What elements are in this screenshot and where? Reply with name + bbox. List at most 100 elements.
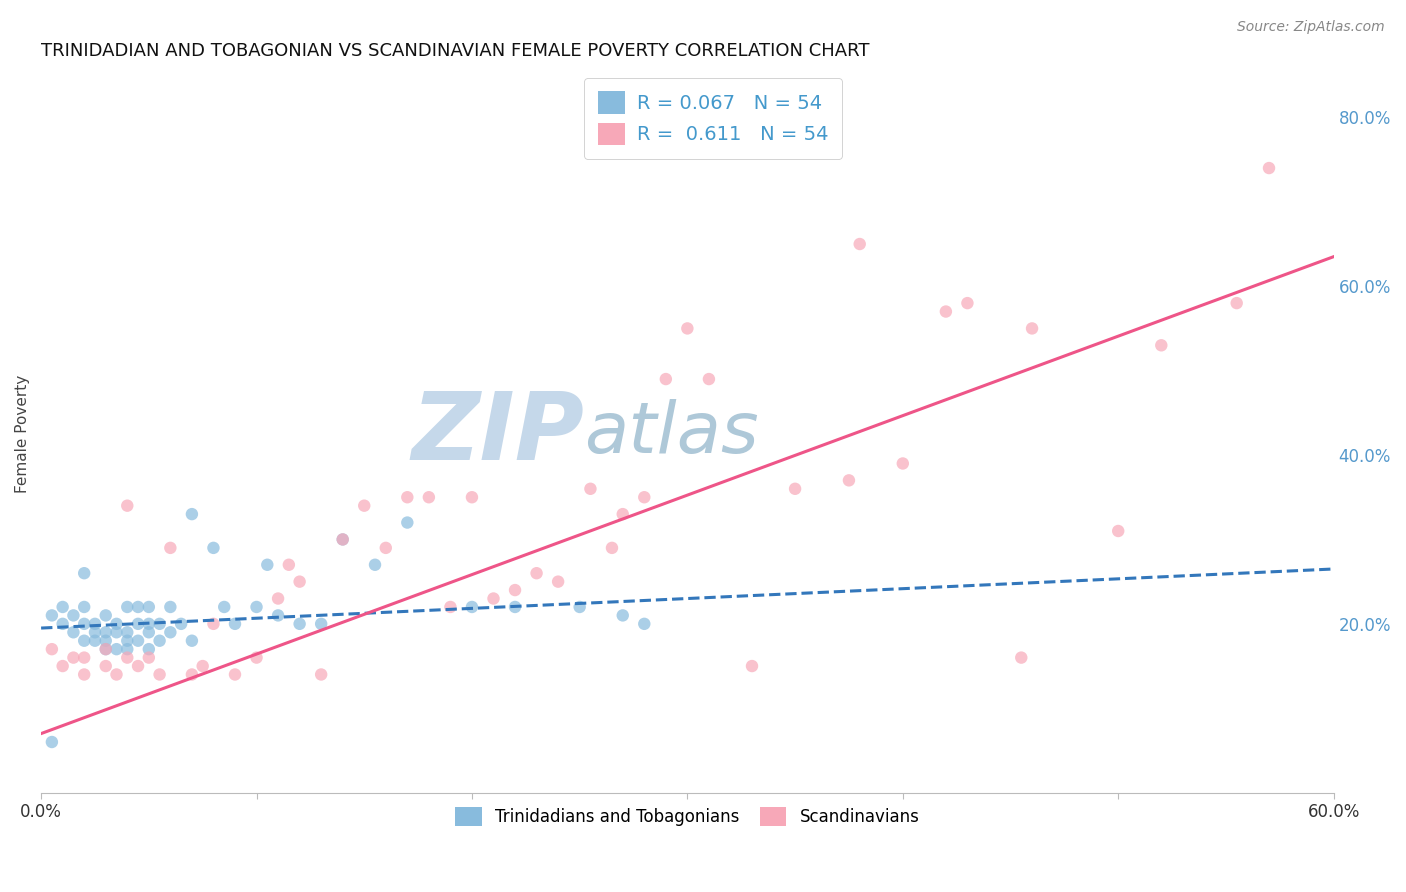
Point <box>94 625 117 640</box>
Point <box>180 667 202 681</box>
Point <box>741 659 763 673</box>
Point <box>461 599 484 614</box>
Point <box>159 541 181 555</box>
Text: TRINIDADIAN AND TOBAGONIAN VS SCANDINAVIAN FEMALE POVERTY CORRELATION CHART: TRINIDADIAN AND TOBAGONIAN VS SCANDINAVI… <box>41 42 870 60</box>
Point <box>579 482 602 496</box>
Point <box>73 599 96 614</box>
Point <box>105 625 128 640</box>
Point <box>73 566 96 581</box>
Point <box>482 591 505 606</box>
Point <box>127 616 149 631</box>
Point <box>224 616 246 631</box>
Point <box>461 490 484 504</box>
Point <box>62 650 84 665</box>
Point <box>84 616 107 631</box>
Point <box>138 642 160 657</box>
Point <box>159 625 181 640</box>
Point <box>848 237 870 252</box>
Point <box>94 642 117 657</box>
Point <box>676 321 699 335</box>
Point <box>105 642 128 657</box>
Point <box>783 482 806 496</box>
Text: atlas: atlas <box>583 400 759 468</box>
Point <box>117 499 139 513</box>
Point <box>94 608 117 623</box>
Point <box>503 583 526 598</box>
Point <box>105 667 128 681</box>
Point <box>374 541 396 555</box>
Point <box>138 650 160 665</box>
Point <box>600 541 623 555</box>
Point <box>353 499 375 513</box>
Point <box>127 659 149 673</box>
Point <box>52 659 75 673</box>
Point <box>1226 296 1249 310</box>
Point <box>288 574 311 589</box>
Point <box>127 599 149 614</box>
Point <box>245 599 267 614</box>
Point <box>364 558 387 572</box>
Point <box>612 608 634 623</box>
Point <box>41 642 63 657</box>
Point <box>117 599 139 614</box>
Point <box>94 633 117 648</box>
Point <box>655 372 678 386</box>
Point <box>94 659 117 673</box>
Point <box>170 616 193 631</box>
Y-axis label: Female Poverty: Female Poverty <box>15 375 30 493</box>
Point <box>105 616 128 631</box>
Point <box>332 533 354 547</box>
Point <box>117 633 139 648</box>
Point <box>127 633 149 648</box>
Point <box>202 616 225 631</box>
Point <box>117 642 139 657</box>
Point <box>439 599 461 614</box>
Point <box>547 574 569 589</box>
Point <box>202 541 225 555</box>
Point <box>309 667 332 681</box>
Point <box>159 599 181 614</box>
Point <box>149 633 172 648</box>
Point <box>138 616 160 631</box>
Point <box>84 625 107 640</box>
Point <box>612 507 634 521</box>
Point <box>212 599 235 614</box>
Point <box>94 642 117 657</box>
Point <box>52 616 75 631</box>
Point <box>396 490 419 504</box>
Point <box>52 599 75 614</box>
Point <box>1010 650 1032 665</box>
Point <box>41 608 63 623</box>
Text: ZIP: ZIP <box>411 388 583 480</box>
Point <box>396 516 419 530</box>
Point <box>138 625 160 640</box>
Point <box>41 735 63 749</box>
Point <box>73 633 96 648</box>
Point <box>191 659 214 673</box>
Point <box>180 633 202 648</box>
Point <box>956 296 979 310</box>
Point <box>277 558 299 572</box>
Point <box>84 633 107 648</box>
Point <box>180 507 202 521</box>
Point <box>1021 321 1043 335</box>
Point <box>633 490 655 504</box>
Point <box>332 533 354 547</box>
Point <box>256 558 278 572</box>
Point <box>633 616 655 631</box>
Point <box>418 490 440 504</box>
Point <box>309 616 332 631</box>
Point <box>117 625 139 640</box>
Point <box>503 599 526 614</box>
Point <box>267 591 290 606</box>
Point <box>838 474 860 488</box>
Point <box>149 667 172 681</box>
Point <box>73 616 96 631</box>
Point <box>526 566 548 581</box>
Point <box>62 608 84 623</box>
Point <box>245 650 267 665</box>
Point <box>568 599 591 614</box>
Point <box>224 667 246 681</box>
Point <box>1107 524 1129 538</box>
Point <box>267 608 290 623</box>
